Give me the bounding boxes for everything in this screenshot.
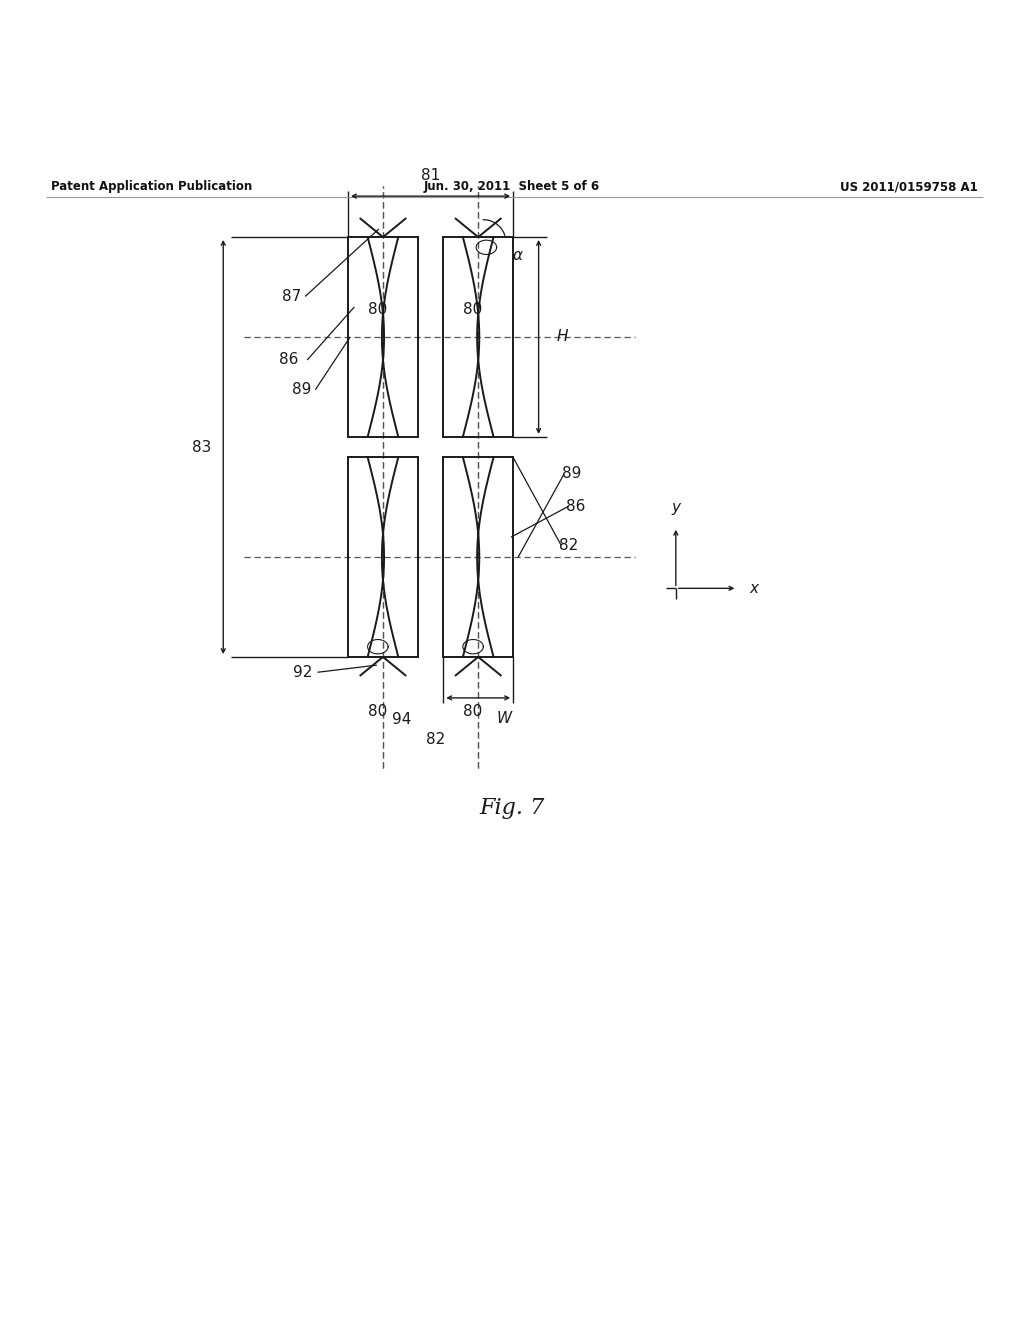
Text: 92: 92 — [294, 665, 312, 680]
Text: W: W — [497, 711, 511, 726]
Text: 89: 89 — [293, 383, 311, 397]
Text: US 2011/0159758 A1: US 2011/0159758 A1 — [840, 181, 978, 194]
Text: 87: 87 — [283, 289, 301, 304]
Text: H: H — [557, 330, 568, 345]
Bar — [348, 457, 418, 657]
Text: α: α — [512, 248, 522, 263]
Bar — [443, 457, 513, 657]
Text: 80: 80 — [369, 302, 387, 317]
Text: 82: 82 — [426, 733, 445, 747]
Text: 82: 82 — [559, 537, 578, 553]
Text: 86: 86 — [280, 352, 298, 367]
Text: 83: 83 — [191, 440, 211, 454]
Text: 80: 80 — [464, 704, 482, 718]
Bar — [443, 238, 513, 437]
Text: 89: 89 — [562, 466, 581, 480]
Text: 94: 94 — [392, 711, 411, 727]
Text: 81: 81 — [421, 168, 440, 182]
Text: y: y — [672, 499, 680, 515]
Text: 86: 86 — [566, 499, 585, 513]
Text: Patent Application Publication: Patent Application Publication — [51, 181, 253, 194]
Text: x: x — [750, 581, 759, 595]
Text: Fig. 7: Fig. 7 — [479, 797, 545, 820]
Text: 80: 80 — [369, 704, 387, 718]
Bar — [348, 238, 418, 437]
Text: 80: 80 — [464, 302, 482, 317]
Text: Jun. 30, 2011  Sheet 5 of 6: Jun. 30, 2011 Sheet 5 of 6 — [424, 181, 600, 194]
